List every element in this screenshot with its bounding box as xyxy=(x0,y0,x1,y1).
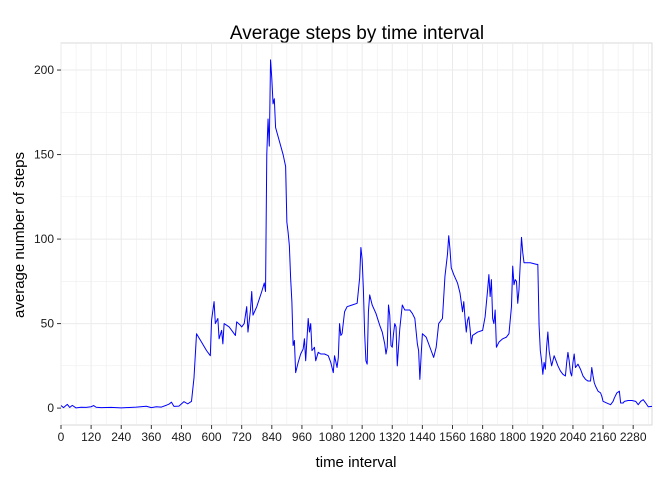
x-tick-label: 1680 xyxy=(469,430,496,444)
x-tick-label: 2280 xyxy=(620,430,647,444)
x-axis-ticks: 0 120 240 360 480 600 720 840 960 1080 1200 1320 144… xyxy=(58,425,647,444)
x-tick-label: 720 xyxy=(232,430,252,444)
x-tick-label: 2160 xyxy=(590,430,617,444)
x-tick-label: 0 xyxy=(58,430,65,444)
x-tick-label: 360 xyxy=(141,430,161,444)
x-axis-label: time interval xyxy=(316,454,397,471)
x-tick-label: 2040 xyxy=(560,430,587,444)
y-tick-label: 0 xyxy=(47,401,54,415)
x-tick-label: 1080 xyxy=(319,430,346,444)
y-axis-ticks: 0 50 100 150 200 xyxy=(34,63,61,415)
grid-minor xyxy=(61,43,652,425)
chart-title: Average steps by time interval xyxy=(230,23,484,44)
x-tick-label: 120 xyxy=(81,430,101,444)
series-line-0 xyxy=(60,59,653,409)
x-tick-label: 1560 xyxy=(439,430,466,444)
x-tick-label: 1200 xyxy=(349,430,376,444)
y-tick-label: 100 xyxy=(34,232,54,246)
x-tick-label: 1440 xyxy=(409,430,436,444)
plot-panel xyxy=(60,42,653,426)
x-tick-label: 600 xyxy=(202,430,222,444)
y-tick-label: 150 xyxy=(34,148,54,162)
x-tick-label: 840 xyxy=(262,430,282,444)
grid-major xyxy=(60,43,652,425)
x-tick-label: 240 xyxy=(111,430,131,444)
x-tick-label: 1800 xyxy=(499,430,526,444)
y-tick-label: 50 xyxy=(41,317,55,331)
y-tick-label: 200 xyxy=(34,63,54,77)
y-axis-label: average number of steps xyxy=(11,152,28,318)
x-tick-label: 1320 xyxy=(379,430,406,444)
x-tick-label: 1920 xyxy=(529,430,556,444)
x-tick-label: 960 xyxy=(292,430,312,444)
series-layer xyxy=(60,59,653,409)
x-tick-label: 480 xyxy=(171,430,191,444)
